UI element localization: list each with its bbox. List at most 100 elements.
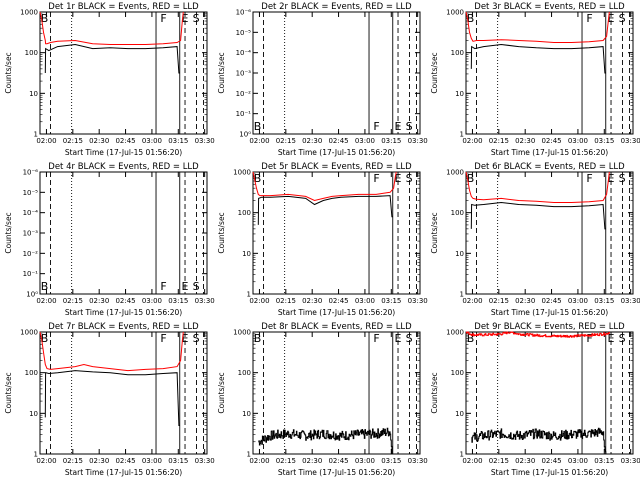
chart-title: Det 4r BLACK = Events, RED = LLD xyxy=(48,162,199,172)
detector-panel: Det 8r BLACK = Events, RED = LLD Counts/s… xyxy=(213,320,428,480)
events-series-line xyxy=(470,201,606,230)
y-tick-label: 1 xyxy=(247,291,251,299)
event-marker-label: S xyxy=(406,172,413,185)
x-tick-label: 03:15 xyxy=(168,297,188,305)
plot-frame xyxy=(252,171,421,295)
x-tick-label: 02:15 xyxy=(489,457,509,465)
chart-title: Det 9r BLACK = Events, RED = LLD xyxy=(474,322,625,332)
event-marker-label: E xyxy=(182,280,189,293)
x-tick-label: 02:15 xyxy=(276,297,296,305)
y-tick-label: 1 xyxy=(460,451,464,459)
y-tick-label: 10 xyxy=(242,410,251,418)
events-series-line xyxy=(257,195,393,225)
y-tick-label: 10⁰ xyxy=(239,131,251,139)
y-axis-label: Counts/sec xyxy=(430,372,439,413)
x-tick-label: 03:30 xyxy=(621,457,640,465)
event-marker-label: S xyxy=(193,12,200,25)
plot-frame xyxy=(39,11,208,135)
detector-panel: Det 4r BLACK = Events, RED = LLD Counts/s… xyxy=(0,160,215,320)
event-marker-label: S xyxy=(193,280,200,293)
event-marker-label: B xyxy=(254,120,262,133)
x-tick-label: 02:15 xyxy=(276,137,296,145)
y-tick-label: 1 xyxy=(34,451,38,459)
x-tick-label: 02:45 xyxy=(541,457,561,465)
y-tick-label: 100 xyxy=(238,209,251,217)
x-tick-label: 02:00 xyxy=(36,457,56,465)
event-marker-label: F xyxy=(586,12,592,25)
x-axis-label: Start Time (17-Jul-15 01:56:20) xyxy=(278,308,395,317)
events-series-line xyxy=(471,427,607,454)
plot-frame xyxy=(252,11,421,135)
y-tick-label: 10 xyxy=(29,90,38,98)
x-tick-label: 02:15 xyxy=(489,297,509,305)
y-tick-label: 10⁻¹ xyxy=(236,110,252,118)
y-tick-label: 100 xyxy=(25,369,38,377)
detector-panel: Det 1r BLACK = Events, RED = LLD Counts/s… xyxy=(0,0,215,160)
x-tick-label: 03:15 xyxy=(381,137,401,145)
x-tick-label: 02:30 xyxy=(515,297,535,305)
y-axis-label: Counts/sec xyxy=(217,372,226,413)
detector-panel: Det 5r BLACK = Events, RED = LLD Counts/s… xyxy=(213,160,428,320)
y-tick-label: 100 xyxy=(451,209,464,217)
plot-frame xyxy=(465,331,634,455)
y-tick-label: 1000 xyxy=(233,329,251,337)
y-tick-label: 10 xyxy=(29,410,38,418)
y-tick-label: 100 xyxy=(25,49,38,57)
lld-series-line xyxy=(466,331,610,338)
x-tick-label: 02:00 xyxy=(249,297,269,305)
y-tick-label: 100 xyxy=(238,369,251,377)
plot-frame xyxy=(39,331,208,455)
x-tick-label: 03:00 xyxy=(142,297,162,305)
chart-title: Det 5r BLACK = Events, RED = LLD xyxy=(261,162,412,172)
x-tick-label: 02:15 xyxy=(276,457,296,465)
x-tick-label: 02:30 xyxy=(302,137,322,145)
events-series-line xyxy=(44,43,180,74)
y-tick-label: 10⁰ xyxy=(26,291,38,299)
chart-title: Det 3r BLACK = Events, RED = LLD xyxy=(474,2,625,12)
plot-frame xyxy=(465,171,634,295)
x-tick-label: 03:00 xyxy=(568,297,588,305)
x-tick-label: 02:00 xyxy=(462,297,482,305)
event-marker-label: B xyxy=(41,280,49,293)
x-tick-label: 02:00 xyxy=(249,137,269,145)
detector-panel: Det 6r BLACK = Events, RED = LLD Counts/s… xyxy=(426,160,640,320)
x-tick-label: 03:30 xyxy=(195,457,215,465)
y-tick-label: 10 xyxy=(455,410,464,418)
y-tick-label: 1 xyxy=(460,131,464,139)
x-axis-label: Start Time (17-Jul-15 01:56:20) xyxy=(278,148,395,157)
x-tick-label: 02:30 xyxy=(89,137,109,145)
event-marker-label: E xyxy=(608,12,615,25)
y-axis-label: Counts/sec xyxy=(4,372,13,413)
y-axis-label: Counts/sec xyxy=(217,212,226,253)
chart-svg: Det 1r BLACK = Events, RED = LLD Counts/s… xyxy=(4,2,215,157)
x-tick-label: 02:45 xyxy=(328,297,348,305)
x-tick-label: 03:30 xyxy=(408,297,428,305)
y-tick-label: 10 xyxy=(455,90,464,98)
y-tick-label: 1000 xyxy=(233,169,251,177)
x-tick-label: 03:00 xyxy=(568,137,588,145)
x-tick-label: 02:45 xyxy=(115,297,135,305)
y-tick-label: 1000 xyxy=(20,329,38,337)
x-tick-label: 03:00 xyxy=(355,297,375,305)
x-tick-label: 02:45 xyxy=(115,457,135,465)
detector-panel: Det 7r BLACK = Events, RED = LLD Counts/s… xyxy=(0,320,215,480)
x-tick-label: 02:30 xyxy=(302,297,322,305)
x-tick-label: 03:00 xyxy=(568,457,588,465)
x-tick-label: 02:45 xyxy=(328,137,348,145)
y-tick-label: 1 xyxy=(247,451,251,459)
y-tick-label: 10⁻⁶ xyxy=(236,9,252,17)
y-tick-label: 1 xyxy=(34,131,38,139)
x-tick-label: 03:30 xyxy=(621,137,640,145)
event-marker-label: F xyxy=(160,12,166,25)
y-axis-label: Counts/sec xyxy=(217,52,226,93)
event-marker-label: F xyxy=(373,120,379,133)
event-marker-label: F xyxy=(160,280,166,293)
x-axis-label: Start Time (17-Jul-15 01:56:20) xyxy=(491,468,608,477)
x-tick-label: 02:45 xyxy=(115,137,135,145)
x-tick-label: 02:00 xyxy=(249,457,269,465)
x-tick-label: 03:00 xyxy=(355,457,375,465)
y-tick-label: 10⁻² xyxy=(23,250,39,258)
y-tick-label: 10⁻² xyxy=(236,90,252,98)
x-tick-label: 03:15 xyxy=(594,457,614,465)
